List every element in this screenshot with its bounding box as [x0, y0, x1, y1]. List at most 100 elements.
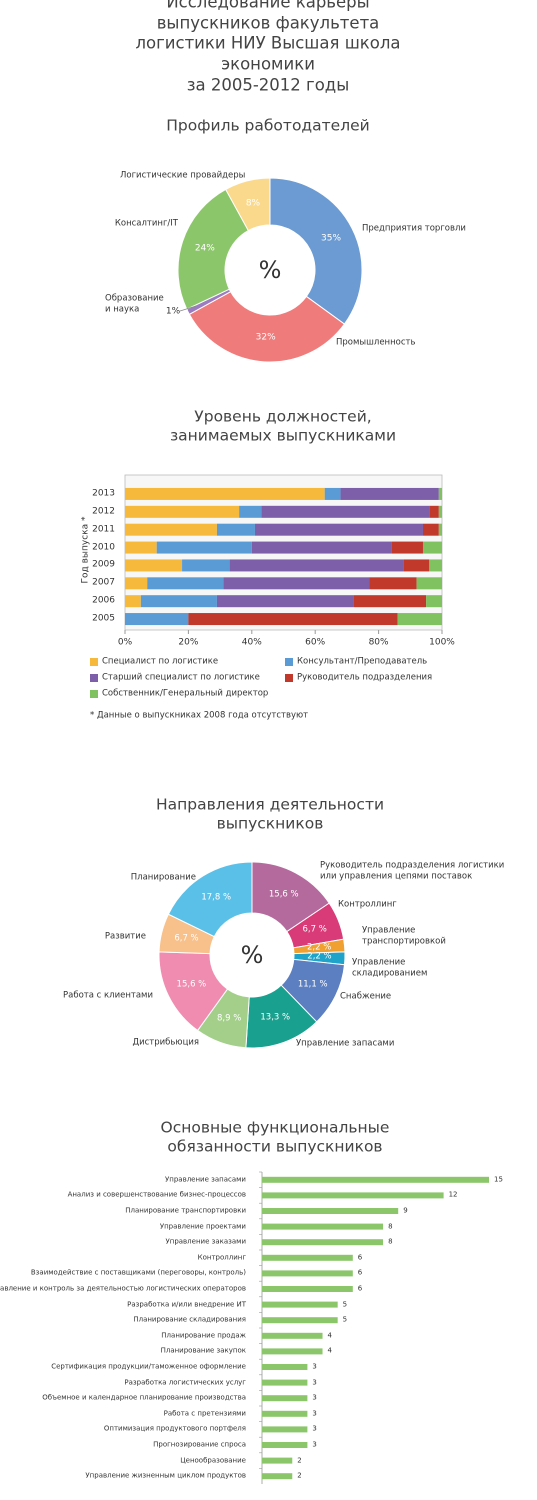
bar-segment: [429, 559, 442, 572]
slice-category-label: Работа с клиентами: [63, 990, 153, 1001]
y-tick-label: Планирование продаж: [161, 1331, 246, 1340]
bar-segment: [125, 505, 240, 518]
pie-slice: [167, 861, 253, 938]
bar: [262, 1301, 338, 1308]
slice-value-label: 11,1 %: [297, 979, 328, 990]
slice-category-label: Управление складированием: [352, 957, 428, 978]
slice-category-label: Планирование: [130, 872, 196, 883]
chart-title: Профиль работодателей: [166, 116, 370, 135]
bar: [262, 1254, 353, 1261]
pie-center-label: %: [258, 256, 282, 284]
slice-value-label: 2,2 %: [306, 942, 332, 953]
bar-value-label: 3: [312, 1409, 317, 1418]
x-tick-label: 100%: [429, 637, 455, 648]
bar-segment: [340, 487, 439, 500]
bar-segment: [216, 595, 354, 608]
bar-segment: [156, 541, 252, 554]
x-tick-label: 60%: [305, 637, 326, 648]
pie-slice: [188, 291, 346, 363]
page-title: Исследование карьеры выпускников факульт…: [135, 0, 401, 94]
bar: [262, 1379, 308, 1386]
slice-value-label: 2,2 %: [307, 952, 332, 963]
y-tick-label: Управление и контроль за деятельностью л…: [0, 1284, 246, 1293]
y-tick-label: Управление заказами: [165, 1237, 246, 1246]
bar-segment: [223, 577, 370, 590]
bar: [262, 1348, 323, 1355]
bar-segment: [251, 541, 392, 554]
slice-category-label: Предприятия торговли: [362, 223, 466, 234]
bar: [262, 1317, 338, 1324]
pie-slice: [224, 177, 271, 232]
bar-value-label: 3: [312, 1440, 317, 1449]
slice-category-label: Развитие: [104, 931, 146, 942]
slice-category-label: Промышленность: [336, 337, 416, 348]
bar-value-label: 6: [357, 1284, 363, 1293]
y-axis-label: Год выпуска *: [80, 516, 91, 584]
y-tick-label: Разработка и/или внедрение ИТ: [127, 1300, 246, 1309]
slice-category-label: Контроллинг: [338, 899, 397, 910]
bar-segment: [416, 577, 442, 590]
bar-segment: [353, 595, 427, 608]
y-tick-label: 2013: [92, 488, 115, 499]
legend-label: Старший специалист по логистике: [102, 672, 260, 683]
bar-segment: [438, 487, 442, 500]
slice-value-label: 15,6 %: [268, 890, 299, 901]
bar: [262, 1426, 308, 1433]
bar-segment: [125, 523, 217, 536]
bar-segment: [239, 505, 262, 518]
bar: [262, 1410, 308, 1417]
y-tick-label: 2005: [92, 613, 115, 624]
y-tick-label: Взаимодействие с поставщиками (переговор…: [30, 1269, 246, 1278]
y-tick-label: 2010: [92, 541, 115, 552]
y-tick-label: 2012: [92, 506, 115, 517]
bar-value-label: 4: [327, 1331, 332, 1340]
bar-segment: [391, 541, 423, 554]
y-tick-label: 2009: [92, 559, 115, 570]
legend-label: Специалист по логистике: [102, 656, 219, 667]
bar-value-label: 2: [297, 1471, 302, 1480]
slice-category-label: Управление запасами: [296, 1038, 395, 1049]
bar-segment: [369, 577, 417, 590]
x-tick-label: 0%: [117, 637, 133, 648]
bar-segment: [125, 613, 189, 626]
bar: [262, 1223, 384, 1230]
legend-swatch: [90, 674, 98, 682]
bar: [262, 1473, 293, 1480]
bar-segment: [125, 595, 141, 608]
y-tick-label: Управление жизненным циклом продуктов: [85, 1471, 246, 1480]
slice-value-label: 15,6 %: [176, 979, 207, 990]
bar-value-label: 4: [327, 1347, 332, 1356]
bar-value-label: 3: [312, 1362, 317, 1371]
bar: [262, 1332, 323, 1339]
legend-swatch: [285, 674, 293, 682]
bar-value-label: 3: [312, 1425, 317, 1434]
slice-value-label: 35%: [321, 233, 342, 244]
chart-title: Основные функциональные обязанности выпу…: [160, 1118, 390, 1156]
bar-segment: [182, 559, 230, 572]
slice-category-label: Консалтинг/IT: [114, 218, 178, 229]
slice-category-label: Логистические провайдеры: [120, 170, 246, 181]
bar-segment: [438, 523, 442, 536]
legend-label: Консультант/Преподаватель: [297, 656, 428, 667]
slice-value-label: 13,3 %: [260, 1013, 291, 1024]
bar: [262, 1395, 308, 1402]
y-tick-label: Планирование складирования: [133, 1315, 246, 1324]
bar-value-label: 6: [357, 1269, 363, 1278]
bar-segment: [438, 505, 442, 518]
y-tick-label: Планирование транспортировки: [125, 1206, 246, 1215]
y-tick-label: Оптимизация продуктового портфеля: [103, 1425, 246, 1434]
bar-value-label: 8: [388, 1222, 393, 1231]
slice-value-label: 32%: [255, 332, 276, 343]
bar-segment: [422, 523, 439, 536]
slice-category-label: Дистрибьюция: [132, 1037, 199, 1048]
bar-segment: [125, 559, 183, 572]
bar: [262, 1239, 384, 1246]
pie-slice: [177, 188, 249, 310]
legend-swatch: [285, 658, 293, 666]
bar-segment: [422, 541, 442, 554]
bar: [262, 1192, 444, 1199]
x-tick-label: 20%: [178, 637, 199, 648]
slice-value-label: 8,9 %: [217, 1013, 242, 1024]
pie-slice: [269, 177, 363, 325]
